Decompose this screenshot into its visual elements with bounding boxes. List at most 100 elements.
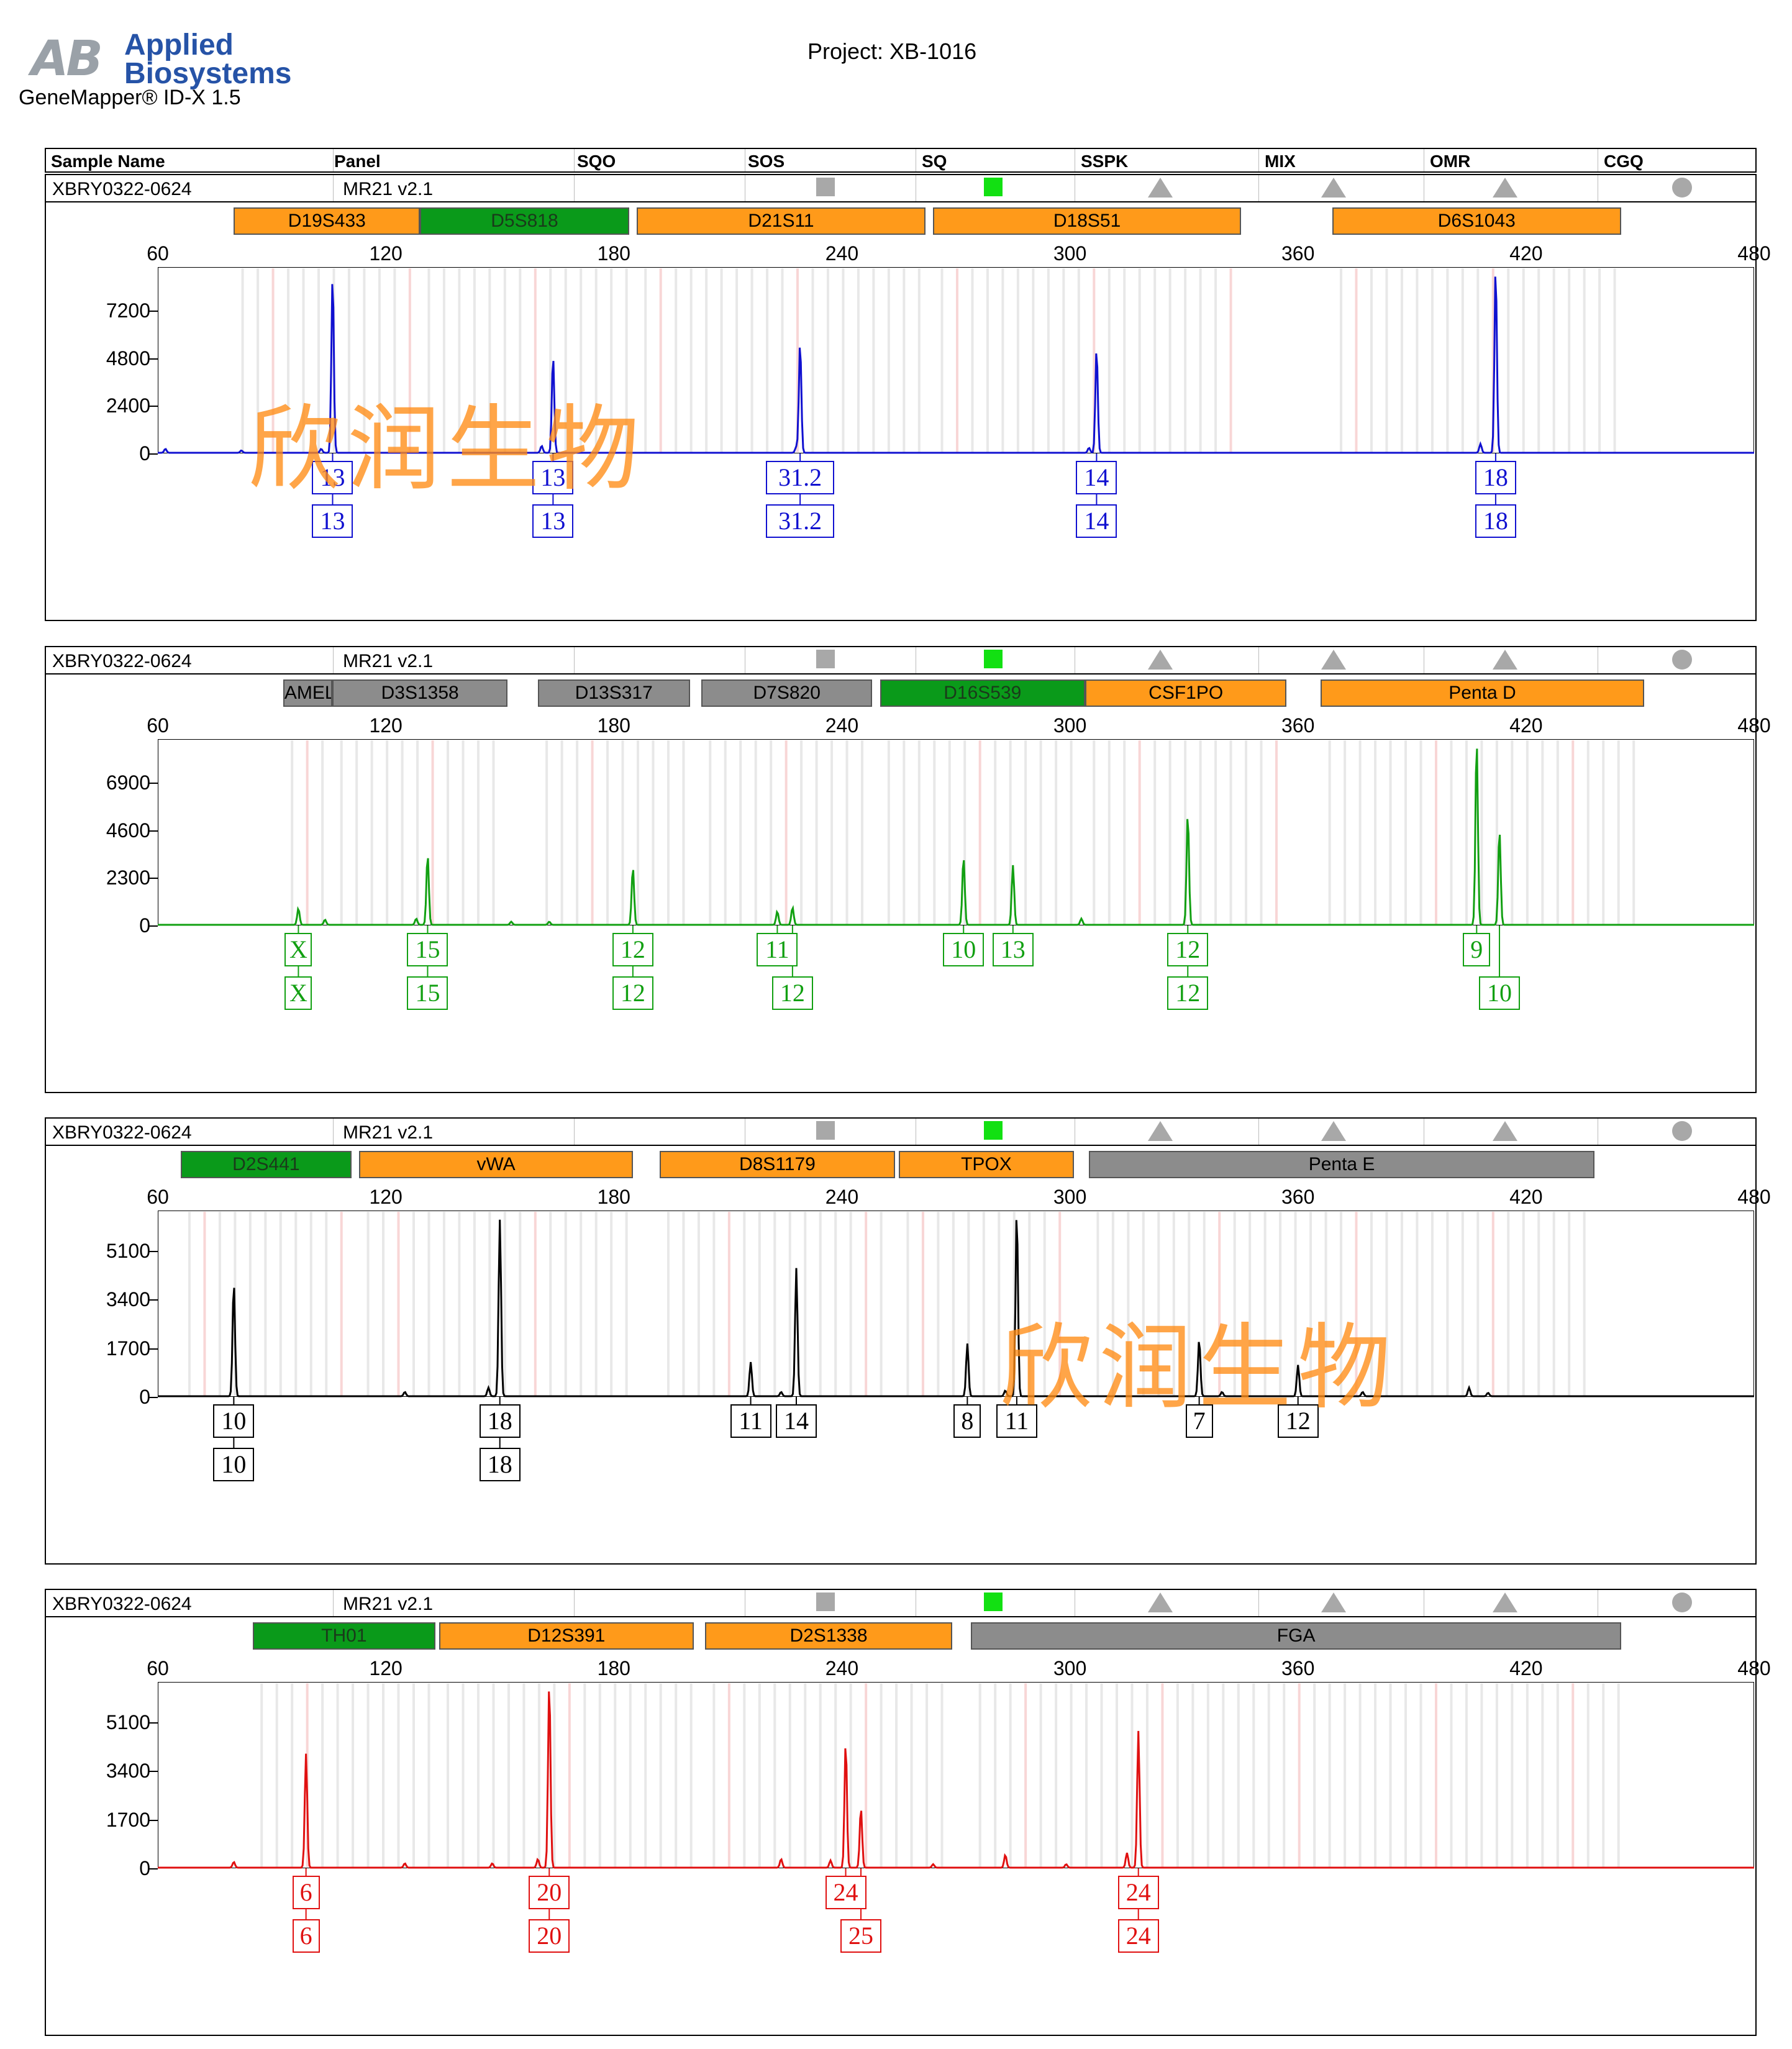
allele-call-label-secondary[interactable]: 10 [1479,976,1521,1010]
locus-d12s391[interactable]: D12S391 [439,1622,694,1650]
column-header-sqo[interactable]: SQO [577,152,616,171]
locus-d21s11[interactable]: D21S11 [637,207,926,235]
locus-d19s433[interactable]: D19S433 [234,207,421,235]
allele-call-label-secondary[interactable]: 13 [312,504,353,538]
sample-row[interactable]: XBRY0322-0624 MR21 v2.1 [46,1119,1755,1146]
locus-penta-d[interactable]: Penta D [1321,679,1644,707]
locus-d5s818[interactable]: D5S818 [420,207,629,235]
allele-call-label-secondary[interactable]: 20 [529,1919,570,1953]
locus-d6s1043[interactable]: D6S1043 [1332,207,1621,235]
bin-marker [427,1683,430,1867]
x-tick-label: 180 [597,242,630,265]
column-header-sspk[interactable]: SSPK [1081,152,1129,171]
bin-marker [302,268,305,452]
bin-marker [218,1212,221,1396]
allele-call-label-secondary[interactable]: 12 [1167,976,1209,1010]
locus-penta-e[interactable]: Penta E [1089,1151,1594,1178]
sample-row[interactable]: XBRY0322-0624 MR21 v2.1 [46,175,1755,202]
bin-marker [309,1212,312,1396]
allele-call-label-secondary[interactable]: 6 [292,1919,320,1953]
allele-call-label[interactable]: 8 [953,1404,981,1438]
allele-call-label[interactable]: 12 [612,933,653,966]
allele-call-label-secondary[interactable]: 12 [771,976,813,1010]
column-header-cgq[interactable]: CGQ [1604,152,1644,171]
locus-vwa[interactable]: vWA [359,1151,633,1178]
allele-call-label[interactable]: 14 [776,1404,817,1438]
allele-call-label[interactable]: 9 [1463,933,1491,966]
allele-call-label-secondary[interactable]: X [284,976,312,1010]
locus-d7s820[interactable]: D7S820 [701,679,873,707]
bin-marker [1586,740,1590,924]
allele-call-label-secondary[interactable]: 25 [840,1919,882,1953]
allele-call-label[interactable]: 24 [825,1876,866,1909]
allele-call-label-secondary[interactable]: 13 [532,504,574,538]
bin-marker [1522,268,1525,452]
bin-marker [1526,740,1529,924]
allele-call-label[interactable]: 18 [479,1404,521,1438]
bin-marker [682,740,685,924]
locus-amel[interactable]: AMEL [283,679,333,707]
locus-csf1po[interactable]: CSF1PO [1085,679,1287,707]
bin-marker [1571,740,1575,924]
column-header-panel[interactable]: Panel [334,152,381,171]
allele-call-label-secondary[interactable]: 18 [1475,504,1516,538]
allele-call-label[interactable]: 14 [1076,461,1117,494]
allele-call-label-secondary[interactable]: 31.2 [766,504,835,538]
allele-call-label[interactable]: 11 [730,1404,771,1438]
allele-call-label[interactable]: 10 [943,933,985,966]
locus-fga[interactable]: FGA [971,1622,1621,1650]
column-header-mix[interactable]: MIX [1265,152,1296,171]
locus-d2s441[interactable]: D2S441 [180,1151,352,1178]
bin-marker [1598,268,1601,452]
allele-call-label[interactable]: 12 [1167,933,1209,966]
column-header-sos[interactable]: SOS [748,152,785,171]
bin-marker [926,1683,929,1867]
allele-call-label[interactable]: 10 [213,1404,255,1438]
locus-d16s539[interactable]: D16S539 [880,679,1086,707]
allele-call-label-secondary[interactable]: 24 [1117,1919,1159,1953]
locus-d8s1179[interactable]: D8S1179 [659,1151,896,1178]
allele-call-label[interactable]: 13 [312,461,353,494]
sample-row[interactable]: XBRY0322-0624 MR21 v2.1 [46,647,1755,675]
bin-marker [758,1212,761,1396]
allele-call-label[interactable]: 11 [757,933,798,966]
y-tick-label: 0 [139,1857,150,1879]
locus-th01[interactable]: TH01 [252,1622,435,1650]
allele-call-label[interactable]: 15 [407,933,448,966]
bin-marker [370,740,373,924]
allele-call-label[interactable]: 11 [996,1404,1037,1438]
allele-call-label-secondary[interactable]: 14 [1076,504,1117,538]
allele-call-label[interactable]: 18 [1475,461,1516,494]
locus-d2s1338[interactable]: D2S1338 [705,1622,952,1650]
allele-call-label-secondary[interactable]: 15 [407,976,448,1010]
allele-call-label-secondary[interactable]: 18 [479,1448,521,1481]
allele-call-label[interactable]: 12 [1277,1404,1319,1438]
bin-marker [1465,740,1468,924]
x-tick-label: 240 [825,242,859,265]
sspk-status-triangle [1148,1592,1173,1612]
allele-call-label[interactable]: 24 [1117,1876,1159,1909]
allele-call-label[interactable]: 7 [1185,1404,1213,1438]
allele-call-label-secondary[interactable]: 12 [612,976,653,1010]
locus-d3s1358[interactable]: D3S1358 [332,679,507,707]
column-header-omr[interactable]: OMR [1430,152,1471,171]
bin-marker [1358,740,1362,924]
allele-call-label[interactable]: X [284,933,312,966]
column-header-sample-name[interactable]: Sample Name [51,152,165,171]
sample-row[interactable]: XBRY0322-0624 MR21 v2.1 [46,1590,1755,1617]
locus-tpox[interactable]: TPOX [899,1151,1074,1178]
bin-marker [644,268,647,452]
allele-call-label[interactable]: 6 [292,1876,320,1909]
x-tick-label: 120 [369,714,403,737]
allele-call-label[interactable]: 13 [532,461,574,494]
bin-marker [849,1212,852,1396]
allele-call-label-secondary[interactable]: 10 [213,1448,255,1481]
column-header-sq[interactable]: SQ [922,152,947,171]
y-tick-mark [149,878,158,879]
allele-call-label[interactable]: 31.2 [766,461,835,494]
locus-d18s51[interactable]: D18S51 [933,207,1241,235]
bin-marker [1245,740,1248,924]
allele-call-label[interactable]: 13 [992,933,1034,966]
allele-call-label[interactable]: 20 [529,1876,570,1909]
locus-d13s317[interactable]: D13S317 [537,679,690,707]
